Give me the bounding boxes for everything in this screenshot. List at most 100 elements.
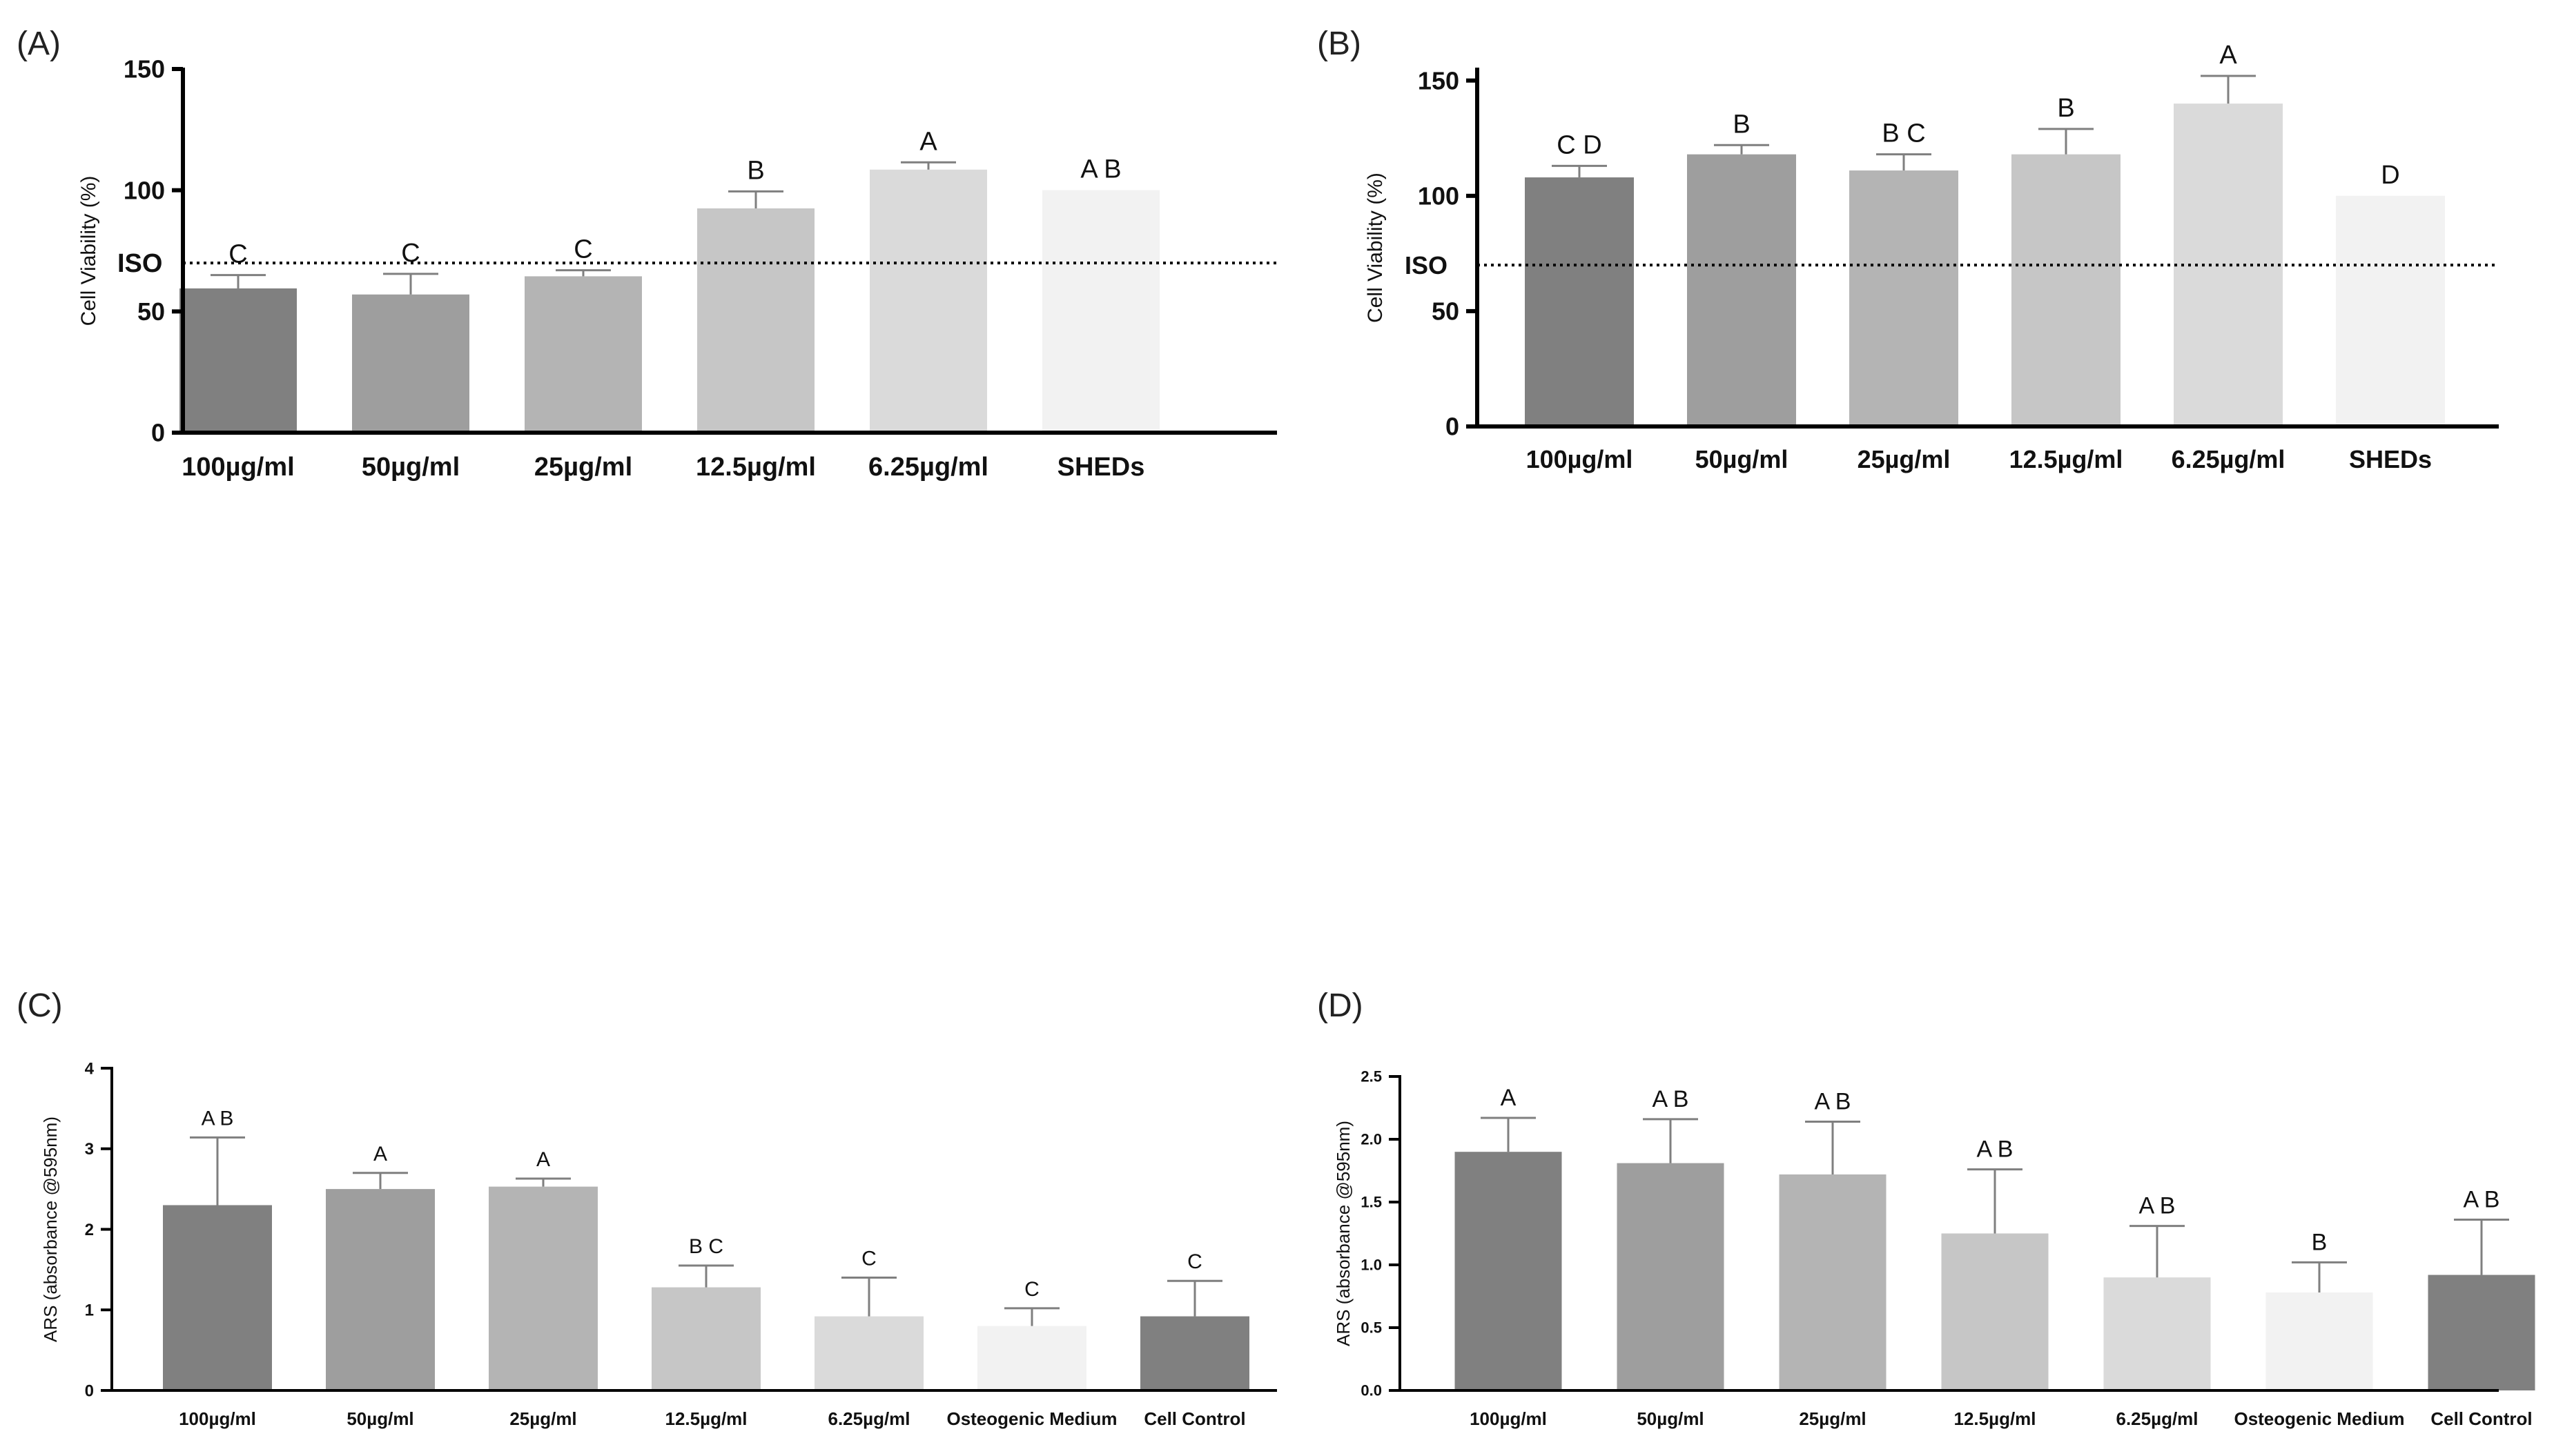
p2-xtick-label-5: 6.25µg/ml [2172,445,2285,473]
p3-letter-2: A [373,1143,387,1165]
p3-y-axis-label: ARS (absorbance @595nm) [40,1116,61,1342]
p2-letter-5: A [2219,41,2237,70]
p4-letter-1: A [1501,1085,1517,1111]
p2-letter-4: B [2057,94,2074,123]
p3-bar-1 [163,1205,272,1390]
p2-bar-1 [1525,177,1634,426]
p4-xtick-label-7: Cell Control [2430,1408,2532,1429]
p1-bar-6 [1042,190,1160,433]
p2-letter-3: B C [1882,119,1925,148]
p3-xtick-label-2: 50µg/ml [347,1408,413,1429]
panel-label-c: (C) [17,987,63,1024]
p4-xtick-label-3: 25µg/ml [1799,1408,1866,1429]
p3-xtick-label-1: 100µg/ml [179,1408,256,1429]
p1-letter-1: C [228,240,247,269]
p1-xtick-label-6: SHEDs [1057,453,1145,482]
p2-xtick-label-3: 25µg/ml [1858,445,1951,473]
p1-letter-5: A [919,127,937,156]
p3-bar-4 [652,1287,761,1390]
p3-ytick-label-1: 0 [85,1381,94,1400]
p1-xtick-label-5: 6.25µg/ml [868,453,988,482]
p2-bar-2 [1687,154,1796,426]
p4-letter-3: A B [1815,1089,1851,1115]
p1-y-axis-label: Cell Viability (%) [77,176,100,326]
p1-bar-3 [525,276,642,433]
p3-ytick-label-2: 1 [85,1301,94,1320]
p2-ytick-label-3: 100 [1418,181,1459,210]
p3-ytick-label-5: 4 [85,1059,95,1078]
p1-letter-6: A B [1080,155,1121,184]
p3-xtick-label-7: Cell Control [1144,1408,1245,1429]
p2-bar-3 [1849,170,1958,426]
p1-xtick-label-4: 12.5µg/ml [696,453,816,482]
p3-ytick-label-4: 3 [85,1140,94,1159]
p4-bar-4 [1941,1233,2049,1390]
p1-ytick-label-2: 50 [137,297,165,326]
p3-ytick-label-3: 2 [85,1221,94,1239]
p2-iso-label: ISO [1405,251,1447,279]
p3-bar-5 [815,1316,924,1390]
p4-xtick-label-1: 100µg/ml [1470,1408,1547,1429]
p1-xtick-label-3: 25µg/ml [534,453,632,482]
p4-letter-6: B [2312,1229,2328,1255]
p4-ytick-label-2: 0.5 [1361,1319,1382,1337]
p3-letter-5: C [861,1248,877,1270]
p1-xtick-label-2: 50µg/ml [362,453,460,482]
p4-bar-6 [2265,1292,2373,1390]
p3-letter-1: A B [202,1107,234,1130]
p4-letter-5: A B [2139,1193,2176,1219]
p2-bar-4 [2011,154,2121,426]
p4-letter-7: A B [2464,1186,2500,1212]
p4-ytick-label-1: 0.0 [1361,1382,1382,1399]
p4-letter-4: A B [1977,1137,2014,1163]
p2-ytick-label-4: 150 [1418,66,1459,95]
p4-bar-7 [2428,1275,2535,1390]
p1-bar-1 [179,288,297,433]
p2-letter-2: B [1733,110,1750,139]
p3-letter-6: C [1024,1278,1040,1301]
p1-bar-2 [352,294,469,433]
p3-bar-2 [326,1189,435,1390]
p4-ytick-label-5: 2.0 [1361,1131,1382,1148]
p2-letter-6: D [2381,161,2399,190]
p1-xtick-label-1: 100µg/ml [182,453,294,482]
p2-xtick-label-6: SHEDs [2349,445,2432,473]
p2-xtick-label-1: 100µg/ml [1526,445,1633,473]
p3-bar-3 [489,1186,598,1390]
p2-ytick-label-1: 0 [1445,413,1459,441]
p2-xtick-label-2: 50µg/ml [1695,445,1788,473]
p4-y-axis-label: ARS (absorbance @595nm) [1333,1121,1354,1346]
p1-ytick-label-3: 100 [124,176,165,204]
panel-label-a: (A) [17,26,61,62]
p4-xtick-label-2: 50µg/ml [1637,1408,1704,1429]
p4-letter-2: A B [1653,1086,1689,1112]
p2-bar-6 [2336,195,2445,426]
p4-ytick-label-6: 2.5 [1361,1068,1382,1085]
p3-xtick-label-3: 25µg/ml [509,1408,576,1429]
p4-bar-3 [1779,1174,1887,1390]
p4-bar-2 [1617,1163,1724,1390]
p4-bar-5 [2103,1277,2211,1390]
panel-label-d: (D) [1317,987,1363,1024]
p1-bar-4 [697,208,815,433]
p4-xtick-label-4: 12.5µg/ml [1953,1408,2036,1429]
p1-letter-3: C [574,235,592,264]
p1-iso-label: ISO [117,249,162,278]
p1-ytick-label-4: 150 [124,55,165,83]
p2-y-axis-label: Cell Viability (%) [1364,173,1387,323]
p2-xtick-label-4: 12.5µg/ml [2009,445,2123,473]
p1-bar-5 [870,169,987,433]
p3-xtick-label-5: 6.25µg/ml [828,1408,910,1429]
p3-bar-6 [977,1326,1086,1390]
p4-xtick-label-6: Osteogenic Medium [2234,1408,2404,1429]
p4-ytick-label-3: 1.0 [1361,1257,1382,1274]
p3-xtick-label-4: 12.5µg/ml [665,1408,747,1429]
p4-xtick-label-5: 6.25µg/ml [2116,1408,2198,1429]
panel-label-b: (B) [1317,26,1361,62]
p3-xtick-label-6: Osteogenic Medium [946,1408,1117,1429]
p3-letter-4: B C [689,1235,723,1258]
p1-letter-4: B [747,156,764,185]
p1-ytick-label-1: 0 [151,419,165,447]
p3-letter-7: C [1187,1250,1202,1273]
